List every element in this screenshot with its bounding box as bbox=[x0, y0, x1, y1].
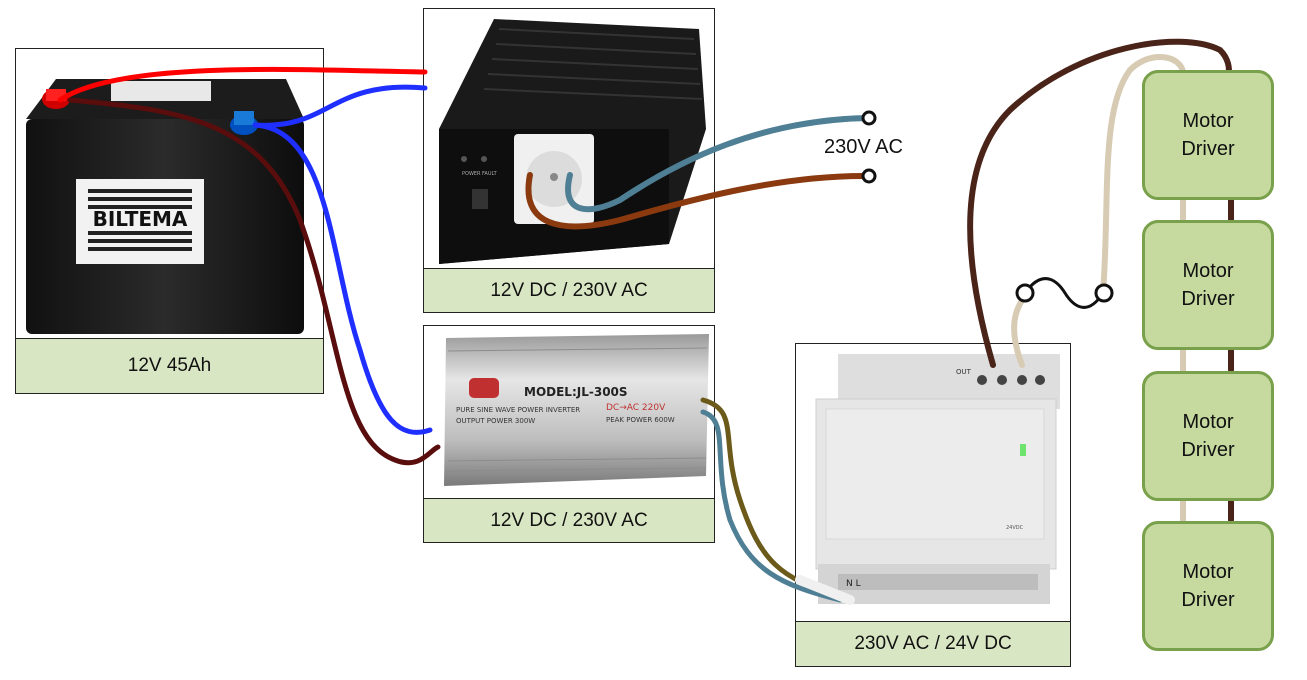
wire-blue-top bbox=[252, 84, 428, 128]
ac-output-label: 230V AC bbox=[824, 136, 903, 158]
psu-out-label: OUT bbox=[956, 368, 972, 376]
inverter-bottom-image: MODEL:JL-300S PURE SINE WAVE POWER INVER… bbox=[444, 334, 709, 486]
motor-driver-2: Motor Driver bbox=[1142, 220, 1274, 350]
ac-terminal-top bbox=[861, 110, 877, 126]
power-switch-label: POWER bbox=[462, 171, 481, 177]
motor-driver-4: Motor Driver bbox=[1142, 521, 1274, 651]
battery-panel: BILTEMA 12V 45Ah bbox=[15, 48, 324, 394]
wire-darkbrown-out bbox=[967, 38, 1233, 368]
motor-driver-1: Motor Driver bbox=[1142, 70, 1274, 200]
inverter-peak: PEAK POWER 600W bbox=[606, 416, 675, 424]
inverter-line1: PURE SINE WAVE POWER INVERTER bbox=[456, 406, 580, 414]
inverter-bottom-panel: MODEL:JL-300S PURE SINE WAVE POWER INVER… bbox=[423, 325, 715, 543]
wire-beige-out bbox=[1011, 292, 1028, 368]
fuse-terminal-left bbox=[1015, 283, 1035, 303]
wire-brown-ac bbox=[525, 172, 871, 230]
fuse-terminal-right bbox=[1094, 283, 1114, 303]
battery-image: BILTEMA bbox=[26, 79, 304, 334]
inverter-bottom-caption: 12V DC / 230V AC bbox=[424, 498, 714, 542]
ac-terminal-bottom bbox=[861, 168, 877, 184]
wire-blue-bottom bbox=[252, 122, 433, 435]
inverter-line2: OUTPUT POWER 300W bbox=[456, 417, 535, 425]
wire-red bbox=[57, 66, 428, 103]
wire-darkred bbox=[67, 97, 441, 466]
wire-steel-psu bbox=[700, 409, 843, 603]
psu-dc-label: 24VDC bbox=[1006, 525, 1024, 531]
inverter-dcac: DC→AC 220V bbox=[606, 403, 666, 413]
inverter-top-caption: 12V DC / 230V AC bbox=[424, 268, 714, 312]
inverter-model: MODEL:JL-300S bbox=[524, 385, 628, 399]
fault-label: FAULT bbox=[482, 171, 498, 177]
wire-steel-ac bbox=[565, 115, 871, 213]
psu-panel: OUT 24VDC N L 230V AC / 24V DC bbox=[795, 343, 1071, 667]
fuse-symbol bbox=[1023, 277, 1105, 309]
motor-driver-3: Motor Driver bbox=[1142, 371, 1274, 501]
psu-image: OUT 24VDC N L bbox=[815, 354, 1060, 604]
psu-in-label: N L bbox=[846, 579, 861, 589]
psu-input-sleeve bbox=[795, 575, 855, 605]
battery-brand: BILTEMA bbox=[93, 207, 188, 231]
battery-caption: 12V 45Ah bbox=[16, 338, 323, 393]
wire-beige-fuse bbox=[1100, 54, 1186, 296]
psu-caption: 230V AC / 24V DC bbox=[796, 621, 1070, 666]
